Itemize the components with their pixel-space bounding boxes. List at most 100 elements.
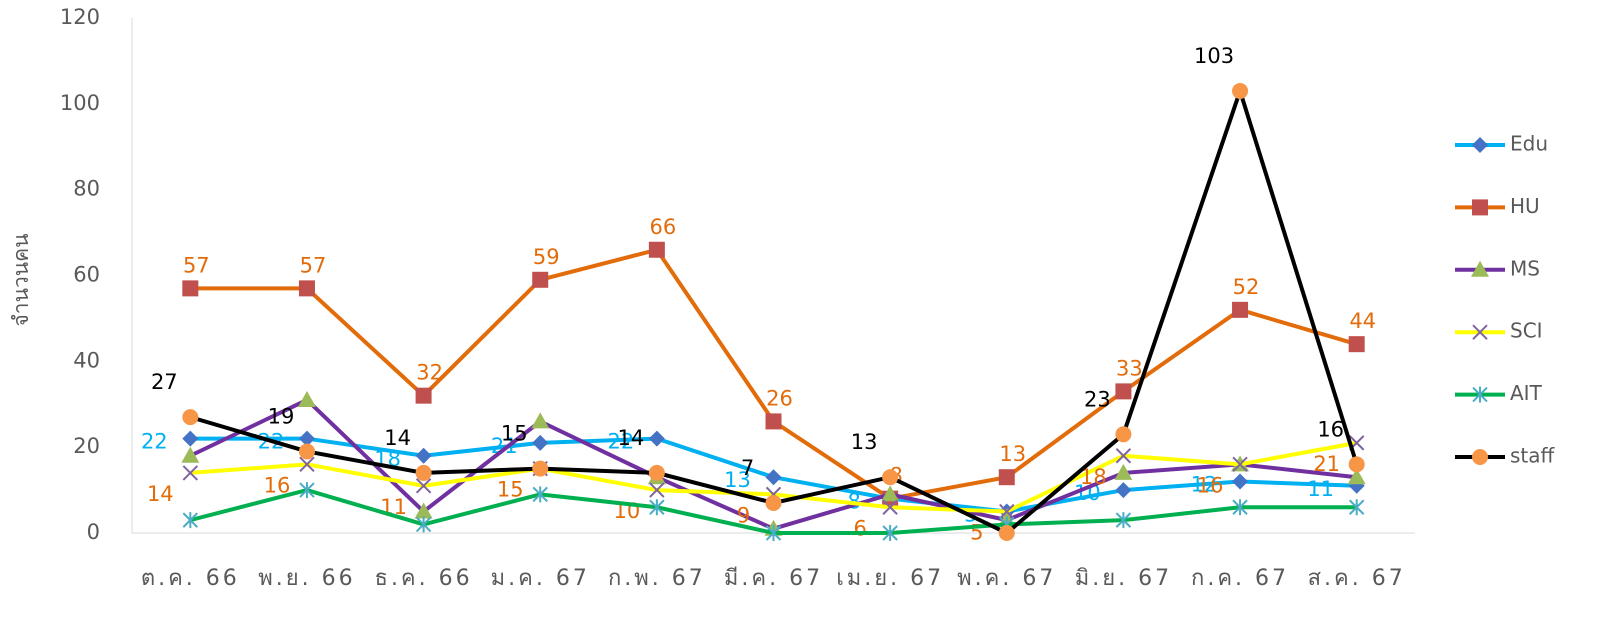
x-tick-label: เม.ย. 67 xyxy=(836,566,944,591)
data-label: 14 xyxy=(384,426,411,450)
marker xyxy=(532,434,549,451)
marker xyxy=(299,456,315,473)
marker xyxy=(1348,456,1365,473)
data-label: 16 xyxy=(1317,417,1344,441)
data-label: 13 xyxy=(999,442,1026,466)
legend-item: HU xyxy=(1455,194,1540,218)
marker xyxy=(414,502,433,519)
legend-label: HU xyxy=(1510,194,1540,218)
marker xyxy=(1347,468,1366,485)
data-label: 52 xyxy=(1233,275,1260,299)
marker xyxy=(1115,482,1132,499)
data-label: 103 xyxy=(1194,44,1234,68)
legend-marker xyxy=(1472,449,1488,465)
marker xyxy=(299,482,315,499)
data-label: 57 xyxy=(300,253,327,277)
marker xyxy=(298,443,315,460)
data-label: 32 xyxy=(416,361,443,385)
x-tick-label: ก.ค. 67 xyxy=(1191,566,1289,591)
marker xyxy=(765,494,782,511)
marker xyxy=(1115,512,1132,529)
marker xyxy=(1348,499,1365,516)
legend-marker xyxy=(1471,260,1489,277)
series: 575732596626813335244 xyxy=(182,215,1376,507)
marker xyxy=(648,430,665,447)
data-label: 22 xyxy=(141,430,168,454)
x-tick-label: ต.ค. 66 xyxy=(141,566,240,591)
marker xyxy=(765,469,782,486)
marker xyxy=(648,241,665,258)
legend-label: AIT xyxy=(1510,381,1543,405)
legend-item: MS xyxy=(1455,256,1540,280)
marker xyxy=(1114,463,1133,480)
legend-marker xyxy=(1472,386,1488,403)
marker xyxy=(882,525,898,541)
marker xyxy=(182,430,199,447)
data-label: 57 xyxy=(183,253,210,277)
marker xyxy=(765,525,782,541)
marker xyxy=(1115,448,1132,464)
legend-item: Edu xyxy=(1455,132,1548,156)
legend-label: Edu xyxy=(1510,132,1548,156)
data-label: 9 xyxy=(737,503,750,527)
data-label: 14 xyxy=(617,426,644,450)
marker xyxy=(1115,426,1132,443)
series xyxy=(182,482,1365,541)
data-label: 16 xyxy=(1197,473,1224,497)
y-tick-label: 80 xyxy=(73,177,100,201)
marker xyxy=(881,485,900,502)
marker xyxy=(415,478,432,494)
marker xyxy=(532,271,549,288)
data-label: 22 xyxy=(607,430,634,454)
marker xyxy=(1232,499,1248,516)
legend-marker xyxy=(1472,199,1488,216)
y-tick-label: 100 xyxy=(60,91,100,115)
marker xyxy=(182,465,199,481)
marker xyxy=(765,413,782,430)
data-label: 26 xyxy=(766,386,793,410)
marker xyxy=(415,447,432,464)
legend-marker xyxy=(1472,324,1488,340)
marker xyxy=(297,390,316,407)
data-label: 11 xyxy=(1307,477,1334,501)
marker xyxy=(415,464,432,481)
data-label: 15 xyxy=(501,422,528,446)
x-tick-label: พ.ค. 67 xyxy=(957,566,1056,591)
x-tick-label: มิ.ย. 67 xyxy=(1075,566,1172,591)
data-label: 33 xyxy=(1116,356,1143,380)
x-tick-label: มี.ค. 67 xyxy=(724,566,823,591)
marker xyxy=(182,409,199,426)
legend-item: AIT xyxy=(1455,381,1543,405)
x-tick-label: ส.ค. 67 xyxy=(1308,566,1406,591)
y-tick-label: 60 xyxy=(73,263,100,287)
data-label: 44 xyxy=(1349,309,1376,333)
marker xyxy=(1115,383,1132,400)
marker xyxy=(532,460,549,477)
data-label: 12 xyxy=(1191,473,1218,497)
marker xyxy=(998,469,1015,486)
y-tick-label: 20 xyxy=(73,434,100,458)
marker xyxy=(182,280,199,297)
marker xyxy=(648,464,665,481)
y-tick-label: 40 xyxy=(73,348,100,372)
data-label: 15 xyxy=(497,478,524,502)
data-label: 23 xyxy=(1084,387,1111,411)
data-label: 13 xyxy=(851,430,878,454)
data-label: 27 xyxy=(151,370,178,394)
y-axis-label: จำนวนคน xyxy=(9,233,33,326)
legend-label: staff xyxy=(1510,444,1556,468)
data-label: 5 xyxy=(970,521,983,545)
legend-item: SCI xyxy=(1455,319,1543,343)
legend-item: staff xyxy=(1455,444,1556,468)
x-tick-label: ธ.ค. 66 xyxy=(375,566,473,591)
marker xyxy=(649,499,665,516)
data-label: 59 xyxy=(533,245,560,269)
marker xyxy=(882,469,899,486)
y-tick-label: 120 xyxy=(60,5,100,29)
marker xyxy=(531,412,550,429)
marker xyxy=(882,499,898,515)
data-label: 14 xyxy=(147,482,174,506)
